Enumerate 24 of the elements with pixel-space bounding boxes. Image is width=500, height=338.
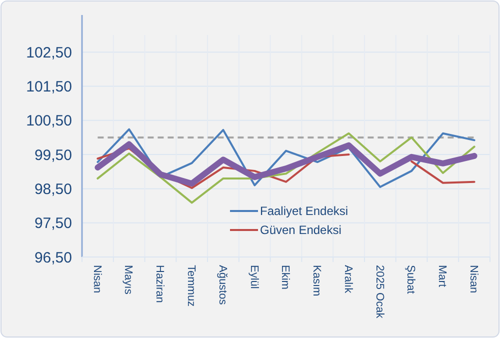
x-tick-label: Nisan (90, 265, 103, 294)
x-tick-label: Ağustos (216, 265, 228, 306)
x-tick-label: Temmuz (184, 265, 197, 307)
y-tick-label: 100,50 (26, 112, 72, 130)
x-tick-label: Aralık (342, 265, 354, 294)
x-tick-label: Ekim (279, 265, 292, 290)
line-series (96, 132, 476, 204)
y-tick-label: 97,50 (34, 215, 72, 232)
line-series (96, 128, 476, 188)
x-tick-label: Eylül (248, 265, 260, 289)
x-tick-label: Nisan (467, 265, 480, 294)
x-tick-label: Şubat (404, 265, 417, 294)
y-tick-label: 96,50 (34, 249, 72, 266)
y-tick-label: 102,50 (26, 44, 72, 62)
x-tick-label: Mart (436, 265, 448, 287)
x-tick-label: 2025 Ocak (373, 265, 386, 319)
x-tick-label: Haziran (154, 265, 166, 303)
legend-label: Güven Endeksi (260, 223, 342, 238)
y-tick-label: 99,50 (34, 146, 72, 164)
x-tick-label: Mayıs (122, 265, 134, 295)
x-tick-label: Kasım (310, 265, 323, 296)
legend-label: Faaliyet Endeksi (260, 204, 348, 218)
y-tick-label: 98,50 (34, 180, 72, 198)
y-tick-label: 101,50 (26, 78, 72, 96)
